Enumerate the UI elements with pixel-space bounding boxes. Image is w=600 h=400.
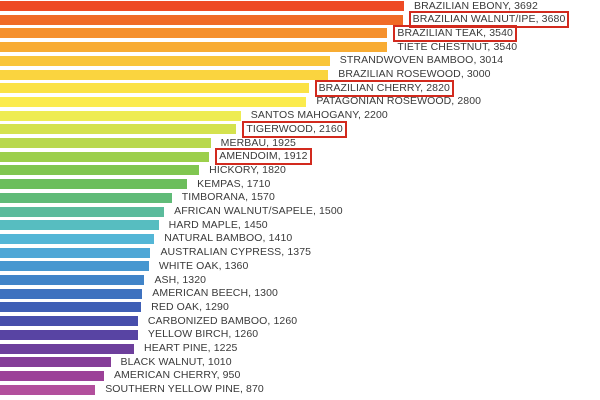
bar	[0, 220, 159, 231]
bar-label: NATURAL BAMBOO, 1410	[164, 232, 293, 245]
bar	[0, 124, 237, 135]
bar-label: YELLOW BIRCH, 1260	[147, 328, 259, 341]
bar-label: AUSTRALIAN CYPRESS, 1375	[160, 246, 312, 259]
bar	[0, 206, 165, 217]
bar	[0, 110, 241, 121]
bar-label: SANTOS MAHOGANY, 2200	[250, 109, 388, 122]
bar-label: RED OAK, 1290	[151, 300, 229, 313]
bar	[0, 384, 96, 395]
bar	[0, 343, 135, 354]
bar	[0, 165, 200, 176]
bar-label: AFRICAN WALNUT/SAPELE, 1500	[174, 205, 343, 217]
bar	[0, 28, 388, 39]
bar-label: CARBONIZED BAMBOO, 1260	[147, 314, 298, 327]
bar	[0, 138, 211, 148]
bar-label: ASH, 1320	[154, 273, 207, 286]
bar	[0, 247, 151, 258]
bar-label: TIETE CHESTNUT, 3540	[397, 40, 518, 53]
bar	[0, 302, 142, 313]
bar-label: BRAZILIAN CHERRY, 2820	[314, 79, 454, 97]
bar	[0, 83, 309, 94]
bar	[0, 370, 104, 381]
bar-label: BRAZILIAN TEAK, 3540	[393, 24, 517, 42]
bar-label: AMERICAN BEECH, 1300	[152, 287, 278, 300]
bar-label: BRAZILIAN EBONY, 3692	[414, 0, 538, 12]
bar-label: KEMPAS, 1710	[197, 177, 271, 190]
bar-label: WHITE OAK, 1360	[158, 259, 249, 272]
bar-label: AMENDOIM, 1912	[215, 148, 312, 166]
bar	[0, 151, 210, 162]
bar	[0, 42, 388, 53]
bar	[0, 288, 143, 299]
bar	[0, 261, 149, 272]
bar-label: HICKORY, 1820	[209, 163, 286, 176]
bar	[0, 55, 330, 66]
bar	[0, 233, 155, 244]
bar-label: HARD MAPLE, 1450	[168, 218, 268, 231]
bar-label: PATAGONIAN ROSEWOOD, 2800	[316, 95, 482, 108]
bar	[0, 275, 145, 285]
bar	[0, 329, 138, 340]
bar	[0, 1, 404, 11]
bar	[0, 316, 138, 327]
bar-label: HEART PINE, 1225	[144, 342, 238, 354]
bar	[0, 357, 111, 368]
bar-label: TIGERWOOD, 2160	[242, 120, 347, 138]
bar	[0, 69, 329, 80]
bar-label: MERBAU, 1925	[220, 136, 296, 149]
bar-label: STRANDWOVEN BAMBOO, 3014	[339, 54, 504, 67]
bar-label: BLACK WALNUT, 1010	[120, 355, 232, 368]
bar	[0, 96, 307, 107]
bar	[0, 14, 403, 25]
bar	[0, 179, 188, 190]
bar	[0, 192, 172, 203]
bar-label: BRAZILIAN WALNUT/IPE, 3680	[408, 11, 570, 29]
bar-label: TIMBORANA, 1570	[181, 191, 275, 204]
bar-label: BRAZILIAN ROSEWOOD, 3000	[338, 68, 491, 80]
bar-label: SOUTHERN YELLOW PINE, 870	[105, 383, 264, 396]
bar-label: AMERICAN CHERRY, 950	[113, 369, 241, 382]
